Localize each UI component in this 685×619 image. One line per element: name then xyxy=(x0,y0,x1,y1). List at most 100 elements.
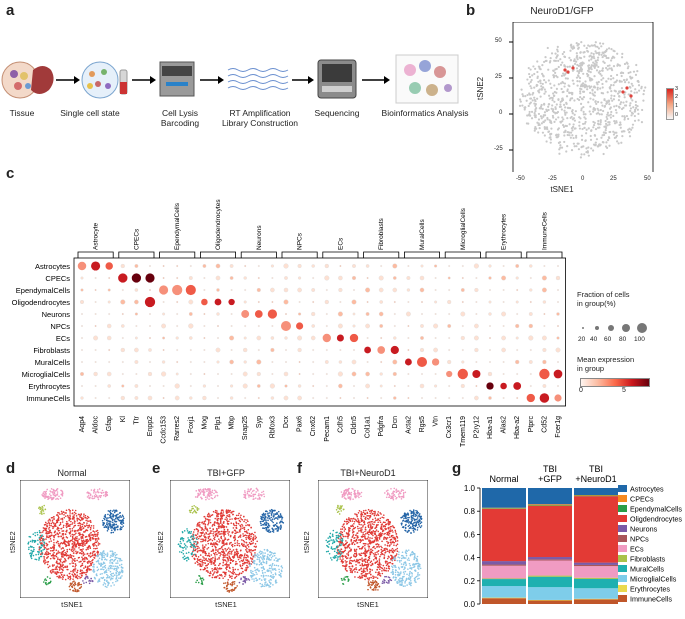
step-rt: RT Amplification Library Construction xyxy=(221,108,299,128)
gene-label: Pecam1 xyxy=(324,416,331,442)
dotplot-dot xyxy=(337,371,343,377)
group-label: Fibroblasts xyxy=(378,217,385,250)
dotplot-dot xyxy=(202,264,207,268)
b-xlabel: tSNE1 xyxy=(550,185,574,194)
dotplot-dot xyxy=(380,360,383,363)
dotplot-dot xyxy=(107,300,111,304)
d-title: Normal xyxy=(57,468,87,478)
dotplot-dot xyxy=(257,276,260,279)
dotplot-dot xyxy=(407,336,410,339)
dotplot-dot xyxy=(488,300,492,304)
dotplot-dot xyxy=(366,360,369,363)
gene-label: Dcn xyxy=(392,416,399,429)
dotplot-dot xyxy=(393,336,397,340)
dotplot-dot xyxy=(339,264,342,267)
dotplot-dot xyxy=(502,372,505,375)
dotplot-dot xyxy=(325,348,328,351)
group-label: EpendymalCells xyxy=(174,202,181,250)
tsne-plot-f xyxy=(318,480,428,598)
d-ylabel: tSNE2 xyxy=(8,531,17,553)
dotplot-dot xyxy=(365,323,370,329)
bar-segment xyxy=(528,560,572,576)
bar-segment xyxy=(528,587,572,600)
dotplot-dot xyxy=(94,300,97,303)
dotplot-dot xyxy=(176,312,179,315)
dotplot-dot xyxy=(392,371,397,377)
b-ytick-3: -25 xyxy=(494,146,503,152)
dotplot-dot xyxy=(474,287,479,293)
dotplot-dot xyxy=(473,335,479,341)
dotplot-dot xyxy=(502,300,505,303)
dotplot-dot xyxy=(257,264,260,267)
dotplot-dot xyxy=(351,299,357,305)
bar-segment xyxy=(528,505,572,506)
dotplot-dot xyxy=(434,264,438,268)
dotplot-dot xyxy=(161,360,166,364)
dotplot-dot xyxy=(555,347,561,353)
dotplot-dot xyxy=(80,276,84,280)
dotplot-dot xyxy=(188,312,193,316)
bar-segment xyxy=(574,588,618,599)
dotplot-dot xyxy=(351,359,357,365)
group-label: ECs xyxy=(337,237,344,250)
g-legend-label: Astrocytes xyxy=(630,485,664,494)
gene-label: Alas2 xyxy=(501,416,508,434)
gene-label: Cldn5 xyxy=(351,416,358,434)
dotplot-dot xyxy=(502,324,505,327)
panel-letter-g: g xyxy=(452,460,462,477)
row-label: ECs xyxy=(56,334,70,343)
row-label: Oligodendrocytes xyxy=(12,298,71,307)
group-bracket xyxy=(363,251,400,258)
dotplot-dot xyxy=(501,275,507,281)
b-xtick-0: -50 xyxy=(516,176,525,182)
dotplot-dot xyxy=(215,347,221,353)
dotplot-dot xyxy=(107,288,111,292)
dotplot-dot xyxy=(120,324,125,328)
size-legend-title: Fraction of cells in group(%) xyxy=(577,290,630,308)
bar-segment xyxy=(482,507,526,509)
dotplot-dot xyxy=(393,384,396,387)
bar-segment xyxy=(574,488,618,495)
dotplot-dot xyxy=(134,288,139,292)
dotplot-dot xyxy=(256,359,262,365)
dotplot-dot xyxy=(216,288,220,292)
step-sequencing: Sequencing xyxy=(314,108,360,118)
gene-label: Ccdc153 xyxy=(161,416,168,444)
dotplot-dot xyxy=(541,275,547,281)
dotplot-dot xyxy=(461,324,464,327)
dotplot-dot xyxy=(488,312,492,316)
dotplot-dot xyxy=(229,264,234,268)
b-ytick-2: 0 xyxy=(499,110,503,116)
b-cbar-0: 0 xyxy=(675,112,679,118)
panel-letter-d: d xyxy=(6,460,16,477)
dotplot-dot xyxy=(541,335,547,341)
stacked-bar-chart: 1.00.80.60.40.20.0NormalTBI+GFPTBI+Neuro… xyxy=(464,464,682,609)
gene-label: Acta2 xyxy=(405,416,412,434)
dotplot-dot xyxy=(515,264,520,268)
dotplot-dot xyxy=(502,396,505,399)
dotplot-dot xyxy=(280,320,292,332)
b-cbar-3: 3 xyxy=(675,86,679,92)
g-category-label: TBI xyxy=(589,464,603,474)
dotplot-dot xyxy=(516,288,519,291)
dotplot-dot xyxy=(161,323,167,329)
dotplot-dot xyxy=(553,369,563,379)
dotplot-dot xyxy=(256,384,261,388)
dotplot-dot xyxy=(312,360,315,363)
dotplot-dot xyxy=(270,336,275,340)
panel-letter-c: c xyxy=(6,165,15,182)
group-label: CPECs xyxy=(133,228,140,250)
dotplot-dot xyxy=(407,372,410,375)
group-bracket xyxy=(240,251,277,258)
dotplot-dot xyxy=(312,396,315,399)
dotplot-dot xyxy=(121,360,124,363)
bar-segment xyxy=(574,578,618,589)
dotplot-dot xyxy=(121,288,124,291)
g-legend-label: Erythrocytes xyxy=(630,585,670,594)
dotplot-dot xyxy=(539,393,550,403)
dotplot-dot xyxy=(283,299,289,305)
bar-segment xyxy=(574,564,618,567)
dotplot-dot xyxy=(176,348,179,351)
group-bracket xyxy=(526,251,563,258)
d-xlabel: tSNE1 xyxy=(61,600,83,609)
